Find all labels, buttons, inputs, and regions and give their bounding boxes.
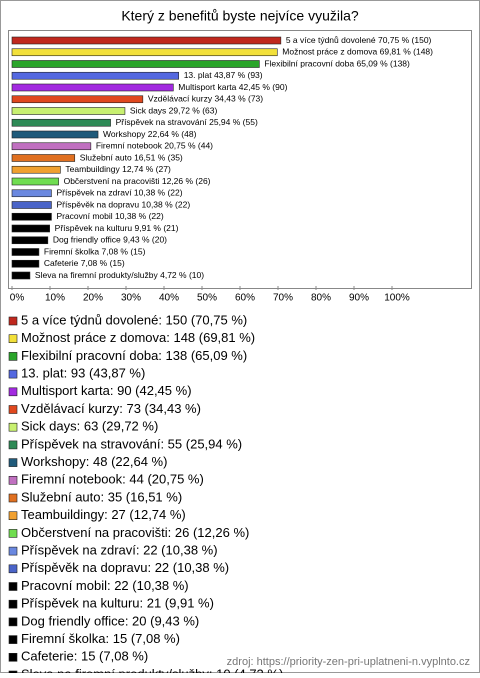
- data-label: Firemní školka 7,08 % (15): [44, 246, 146, 256]
- bar: [11, 118, 111, 127]
- legend-swatch: [8, 546, 18, 556]
- data-label: Sleva na firemní produkty/služby 4,72 % …: [35, 270, 204, 280]
- legend-label: Příspěvek na kulturu: 21 (9,91 %): [21, 596, 214, 611]
- bar: [11, 142, 92, 151]
- data-label: Příspěvek na kulturu 9,91 % (21): [55, 223, 179, 233]
- x-tick-label: 80%: [311, 293, 331, 304]
- legend-swatch: [8, 652, 18, 662]
- x-tick-label: 0%: [10, 293, 25, 304]
- legend-label: 5 a více týdnů dovolené: 150 (70,75 %): [21, 312, 247, 327]
- chart-title: Který z benefitů byste nejvíce využila?: [121, 8, 359, 24]
- legend-swatch: [8, 334, 18, 344]
- data-label: 13. plat 43,87 % (93): [184, 70, 263, 80]
- legend-swatch: [8, 422, 18, 432]
- data-label: Příspěvek na zdraví 10,38 % (22): [56, 188, 182, 198]
- legend-label: Služební auto: 35 (16,51 %): [21, 489, 182, 504]
- data-label: Cafeterie 7,08 % (15): [44, 258, 125, 268]
- legend-label: Pracovní mobil: 22 (10,38 %): [21, 578, 189, 593]
- legend-swatch: [8, 405, 18, 414]
- bar: [11, 236, 49, 245]
- legend-swatch: [8, 493, 18, 503]
- bar: [11, 154, 76, 162]
- x-tick-label: 30%: [121, 293, 141, 304]
- x-tick-label: 50%: [197, 293, 217, 304]
- bar: [11, 248, 40, 256]
- x-tick-label: 60%: [235, 293, 255, 304]
- legend-label: Teambuildingy: 27 (12,74 %): [21, 507, 186, 522]
- legend-label: Dog friendly office: 20 (9,43 %): [21, 613, 199, 628]
- bar: [11, 259, 40, 268]
- data-label: Příspěvěk na dopravu 10,38 % (22): [56, 199, 190, 209]
- legend-swatch: [8, 316, 18, 326]
- data-label: Teambuildingy 12,74 % (27): [65, 164, 171, 174]
- legend-swatch: [8, 635, 18, 644]
- legend-label: Příspěvěk na dopravu: 22 (10,38 %): [21, 560, 229, 575]
- legend-swatch: [8, 564, 18, 574]
- legend-label: Občerstvení na pracovišti: 26 (12,26 %): [21, 525, 249, 540]
- bar: [11, 71, 180, 80]
- legend-label: Workshopy: 48 (22,64 %): [21, 454, 167, 469]
- data-label: Občerstvení na pracovišti 12,26 % (26): [64, 176, 211, 186]
- data-label: Dog friendly office 9,43 % (20): [53, 235, 167, 245]
- data-label: Možnost práce z domova 69,81 % (148): [282, 47, 433, 57]
- x-tick-label: 90%: [349, 293, 369, 304]
- data-label: Firemní notebook 20,75 % (44): [96, 141, 213, 151]
- x-tick-label: 20%: [83, 293, 103, 304]
- legend-label: Příspěvek na zdraví: 22 (10,38 %): [21, 543, 218, 558]
- data-label: Služební auto 16,51 % (35): [80, 152, 183, 162]
- bar: [11, 60, 260, 68]
- bar: [11, 201, 52, 209]
- legend-label: Sick days: 63 (29,72 %): [21, 419, 158, 434]
- legend-swatch: [8, 599, 18, 609]
- x-tick-label: 70%: [273, 293, 293, 304]
- bar: [11, 95, 144, 104]
- legend-swatch: [8, 475, 18, 485]
- bar: [11, 36, 282, 45]
- bar: [11, 189, 52, 198]
- bar: [11, 177, 59, 186]
- source: zdroj: https://priority-zen-pri-uplatnen…: [227, 656, 470, 668]
- legend-swatch: [8, 511, 18, 521]
- legend-label: Vzdělávací kurzy: 73 (34,43 %): [21, 401, 201, 416]
- legend-label: Flexibilní pracovní doba: 138 (65,09 %): [21, 348, 247, 363]
- data-label: Workshopy 22,64 % (48): [103, 129, 197, 139]
- bar: [11, 48, 278, 57]
- legend-label: Firemní školka: 15 (7,08 %): [21, 631, 180, 646]
- data-label: Pracovní mobil 10,38 % (22): [56, 211, 163, 221]
- bar: [11, 107, 126, 115]
- data-label: Flexibilní pracovní doba 65,09 % (138): [264, 58, 410, 68]
- data-label: 5 a více týdnů dovolené 70,75 % (150): [286, 35, 432, 45]
- data-label: Sick days 29,72 % (63): [130, 105, 218, 115]
- bar: [11, 83, 174, 92]
- x-tick-label: 100%: [384, 293, 410, 304]
- legend-label: Sleva na firemní produkty/služby: 10 (4,…: [21, 666, 283, 673]
- x-tick-label: 10%: [45, 293, 65, 304]
- legend-swatch: [8, 529, 18, 538]
- legend-label: Firemní notebook: 44 (20,75 %): [21, 472, 204, 487]
- bar: [11, 130, 99, 139]
- data-label: Příspěvek na stravování 25,94 % (55): [116, 117, 258, 127]
- legend-label: Možnost práce z domova: 148 (69,81 %): [21, 330, 255, 345]
- bar: [11, 165, 61, 174]
- legend-label: Cafeterie: 15 (7,08 %): [21, 649, 148, 664]
- legend-swatch: [8, 458, 18, 467]
- legend-swatch: [8, 352, 18, 361]
- legend-label: Multisport karta: 90 (42,45 %): [21, 383, 192, 398]
- x-tick-label: 40%: [159, 293, 179, 304]
- bar: [11, 271, 31, 280]
- legend-swatch: [8, 617, 18, 627]
- data-label: Vzdělávací kurzy 34,43 % (73): [148, 94, 263, 104]
- bar: [11, 212, 52, 221]
- legend-swatch: [8, 387, 18, 397]
- legend-swatch: [8, 369, 18, 379]
- bar: [11, 224, 50, 233]
- legend-label: 13. plat: 93 (43,87 %): [21, 366, 145, 381]
- legend-swatch: [8, 440, 18, 450]
- data-label: Multisport karta 42,45 % (90): [178, 82, 287, 92]
- legend-label: Příspěvek na stravování: 55 (25,94 %): [21, 436, 242, 451]
- legend-swatch: [8, 582, 18, 591]
